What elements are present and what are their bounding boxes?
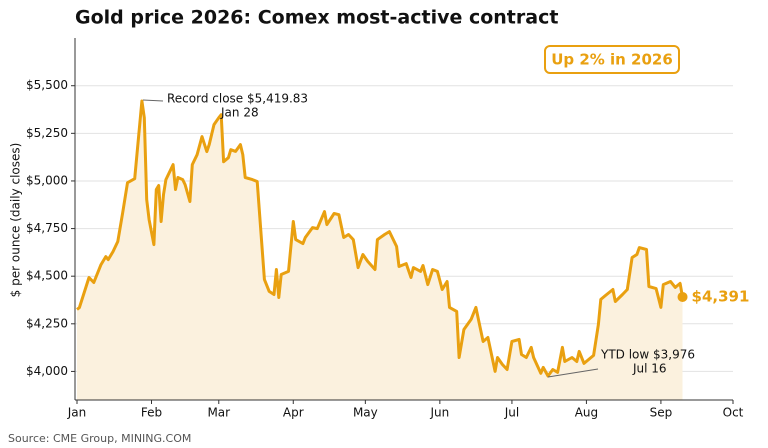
x-tick-label: Jan xyxy=(67,406,87,420)
end-label: $4,391 xyxy=(692,287,750,305)
annotation-date: Jul 16 xyxy=(632,362,667,376)
x-tick-label: Mar xyxy=(207,406,230,420)
end-point xyxy=(677,291,688,302)
y-tick-label: $5,500 xyxy=(26,78,68,92)
area xyxy=(77,101,683,400)
annotation: Record close $5,419.83 xyxy=(167,92,308,106)
y-axis-label: $ per ounce (daily closes) xyxy=(9,143,23,298)
y-tick-label: $5,250 xyxy=(26,126,68,140)
annotation-date: Jan 28 xyxy=(220,106,259,120)
y-tick-label: $5,000 xyxy=(26,173,68,187)
y-tick-label: $4,000 xyxy=(26,364,68,378)
badge: Up 2% in 2026 xyxy=(551,51,673,69)
x-tick-label: Jul xyxy=(504,406,519,420)
y-tick-label: $4,250 xyxy=(26,316,68,330)
annotation: YTD low $3,976 xyxy=(600,348,695,362)
x-tick-label: Apr xyxy=(283,406,304,420)
y-tick-label: $4,750 xyxy=(26,221,68,235)
price-line xyxy=(76,99,684,378)
x-tick-label: Oct xyxy=(723,406,744,420)
y-tick-label: $4,500 xyxy=(26,269,68,283)
source: Source: CME Group, MINING.COM xyxy=(8,432,191,445)
annotation-pointer xyxy=(142,99,164,102)
x-tick-label: May xyxy=(353,406,378,420)
annotation-pointer xyxy=(547,368,599,378)
chart-title: Gold price 2026: Comex most-active contr… xyxy=(75,7,558,29)
x-tick-label: Sep xyxy=(650,406,673,420)
badge-box xyxy=(544,45,680,74)
x-tick-label: Jun xyxy=(429,406,449,420)
x-tick-label: Aug xyxy=(575,406,598,420)
x-tick-label: Feb xyxy=(141,406,162,420)
